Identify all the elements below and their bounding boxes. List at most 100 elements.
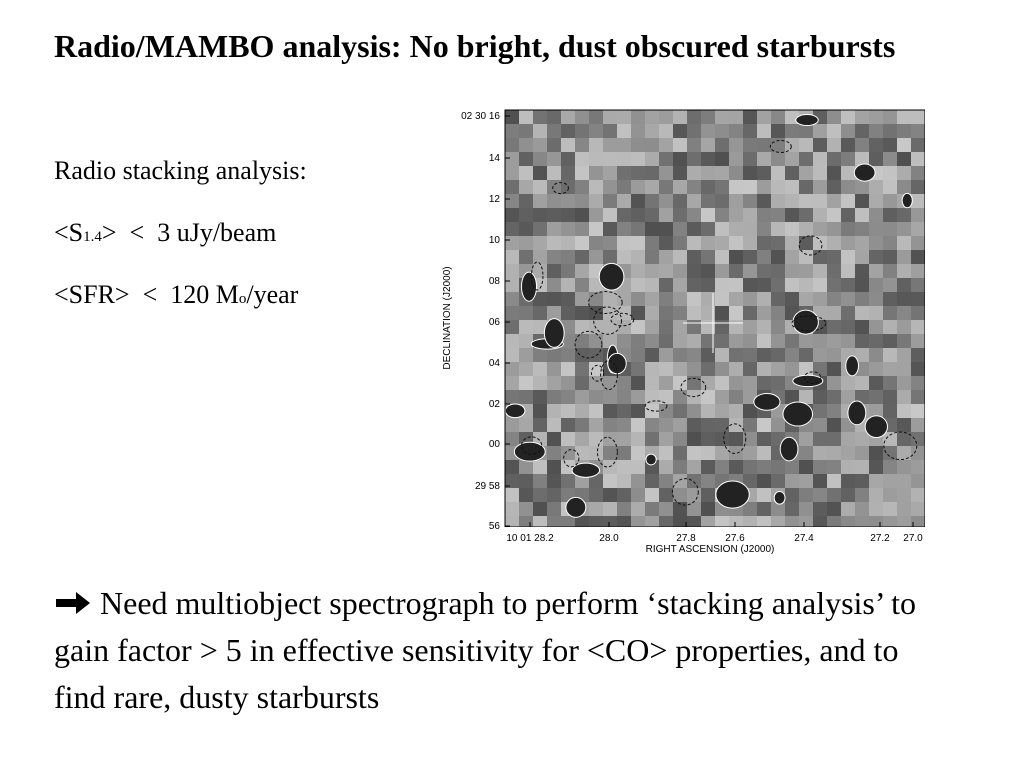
pixel [701,222,715,236]
contour [598,262,625,291]
pixel [673,418,687,432]
y-tick-label: 56 [489,521,501,532]
pixel [603,446,617,460]
pixel [659,334,673,348]
pixel [701,124,715,138]
pixel [575,446,589,460]
pixel [757,502,771,516]
pixel [869,460,883,474]
pixel [897,250,911,264]
pixel [799,194,813,208]
pixel [743,166,757,180]
pixel [603,474,617,488]
pixel [575,334,589,348]
pixel [799,362,813,376]
pixel [687,474,701,488]
pixel [687,222,701,236]
pixel [617,222,631,236]
pixel [771,250,785,264]
y-tick-label: 10 [489,235,501,246]
pixel [533,418,547,432]
pixel [827,250,841,264]
pixel [799,390,813,404]
pixel [575,292,589,306]
pixel [785,502,799,516]
pixel [701,194,715,208]
pixel [785,362,799,376]
pixel [715,222,729,236]
pixel [575,264,589,278]
pixel [631,348,645,362]
pixel [575,306,589,320]
pixel [547,222,561,236]
pixel [757,306,771,320]
pixel [813,180,827,194]
pixel [827,334,841,348]
pixel [841,292,855,306]
pixel [897,278,911,292]
pixel [631,404,645,418]
pixel [547,502,561,516]
pixel [827,474,841,488]
pixel [645,488,659,502]
pixel [869,222,883,236]
pixel [729,362,743,376]
subscript: o [238,291,247,307]
pixel [729,418,743,432]
pixel [561,446,575,460]
pixel [701,474,715,488]
pixel [575,362,589,376]
pixel [799,446,813,460]
pixel [687,278,701,292]
pixel [841,376,855,390]
pixel [687,404,701,418]
pixel [883,488,897,502]
pixel [575,320,589,334]
pixel [673,320,687,334]
pixel [631,138,645,152]
pixel [757,138,771,152]
pixel [673,334,687,348]
pixel [897,292,911,306]
pixel [701,152,715,166]
pixel [715,152,729,166]
pixel [673,124,687,138]
pixel [855,236,869,250]
pixel [617,166,631,180]
pixel [547,432,561,446]
pixel [883,138,897,152]
pixel [673,278,687,292]
pixel [631,110,645,124]
pixel [631,306,645,320]
pixel [645,250,659,264]
pixel [841,390,855,404]
pixel [533,432,547,446]
pixel [533,292,547,306]
pixel [561,404,575,418]
pixel [533,474,547,488]
y-tick-label: 08 [489,276,501,287]
pixel [771,376,785,390]
pixel [561,418,575,432]
pixel [827,222,841,236]
pixel [533,250,547,264]
pixel [841,488,855,502]
pixel [757,460,771,474]
pixel [645,348,659,362]
pixel [701,306,715,320]
pixel [603,138,617,152]
pixel [645,376,659,390]
pixel [603,180,617,194]
pixel [757,488,771,502]
pixel [505,474,519,488]
pixel [729,166,743,180]
pixel [519,250,533,264]
y-tick-label: 06 [489,317,501,328]
contour [513,441,546,462]
pixel [729,278,743,292]
pixel [561,362,575,376]
pixel [813,460,827,474]
contour [792,374,824,388]
pixel [841,306,855,320]
pixel [855,264,869,278]
